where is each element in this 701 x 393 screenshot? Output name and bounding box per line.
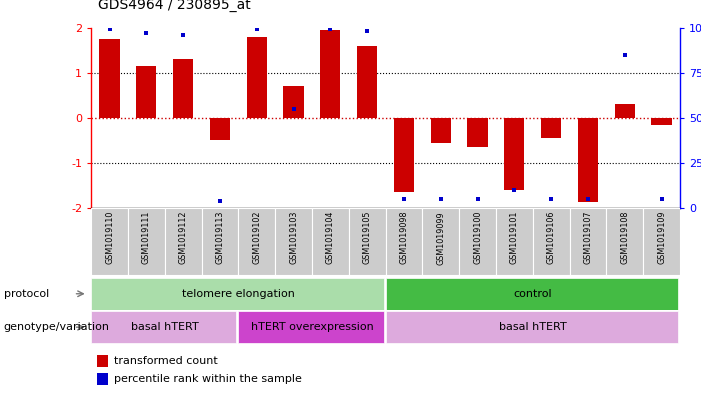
Text: basal hTERT: basal hTERT [499, 322, 566, 332]
Text: GSM1019113: GSM1019113 [215, 211, 224, 264]
Text: GSM1019103: GSM1019103 [289, 211, 298, 264]
Bar [247, 37, 267, 118]
Bar [386, 208, 422, 275]
Bar [128, 208, 165, 275]
Text: GSM1019108: GSM1019108 [620, 211, 629, 264]
Text: telomere elongation: telomere elongation [182, 289, 295, 299]
Bar [238, 208, 275, 275]
Bar [91, 278, 383, 310]
Bar [202, 208, 238, 275]
Bar [275, 208, 312, 275]
Bar [504, 118, 524, 190]
Text: GSM1019105: GSM1019105 [362, 211, 372, 264]
Bar [357, 46, 377, 118]
Text: GDS4964 / 230895_at: GDS4964 / 230895_at [98, 0, 251, 12]
Bar [394, 118, 414, 193]
Text: control: control [513, 289, 552, 299]
Bar [468, 118, 488, 147]
Bar [173, 59, 193, 118]
Bar [430, 118, 451, 143]
Bar [91, 208, 128, 275]
Text: GSM1019101: GSM1019101 [510, 211, 519, 264]
Bar [320, 30, 341, 118]
Bar [238, 311, 383, 343]
Text: GSM1019112: GSM1019112 [179, 211, 188, 264]
Text: protocol: protocol [4, 289, 49, 299]
Bar [569, 208, 606, 275]
Bar [136, 66, 156, 118]
Text: GSM1019104: GSM1019104 [326, 211, 335, 264]
Bar [210, 118, 230, 141]
Text: GSM1019111: GSM1019111 [142, 211, 151, 264]
Text: GSM1019102: GSM1019102 [252, 211, 261, 264]
Bar [100, 39, 120, 118]
Text: GSM1019107: GSM1019107 [583, 211, 592, 264]
Bar [644, 208, 680, 275]
Bar [283, 86, 304, 118]
Bar [312, 208, 349, 275]
Bar [165, 208, 202, 275]
Bar [91, 311, 236, 343]
Bar [496, 208, 533, 275]
Text: GSM1019110: GSM1019110 [105, 211, 114, 264]
Text: GSM1019098: GSM1019098 [400, 211, 409, 264]
Bar [459, 208, 496, 275]
Text: genotype/variation: genotype/variation [4, 322, 109, 332]
Bar [349, 208, 386, 275]
Bar [422, 208, 459, 275]
Bar [606, 208, 644, 275]
Bar [651, 118, 672, 125]
Text: GSM1019100: GSM1019100 [473, 211, 482, 264]
Bar [615, 105, 635, 118]
Text: GSM1019106: GSM1019106 [547, 211, 556, 264]
Bar [97, 355, 108, 367]
Text: GSM1019109: GSM1019109 [657, 211, 666, 264]
Bar [541, 118, 562, 138]
Bar [97, 373, 108, 385]
Text: basal hTERT: basal hTERT [131, 322, 198, 332]
Bar [386, 311, 678, 343]
Bar [578, 118, 598, 202]
Text: percentile rank within the sample: percentile rank within the sample [114, 374, 301, 384]
Text: hTERT overexpression: hTERT overexpression [250, 322, 374, 332]
Text: GSM1019099: GSM1019099 [436, 211, 445, 264]
Text: transformed count: transformed count [114, 356, 217, 366]
Bar [533, 208, 570, 275]
Bar [386, 278, 678, 310]
